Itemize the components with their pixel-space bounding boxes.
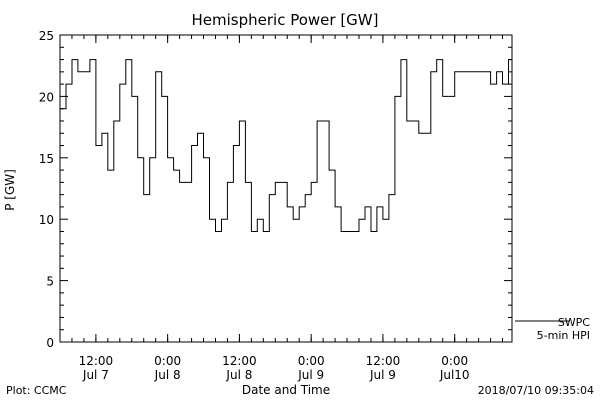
x-tick-label-date: Jul 8 [154,368,181,382]
y-axis-label: P [GW] [3,169,17,211]
x-tick-label-time: 0:00 [298,354,325,368]
hpi-series-line [60,59,512,232]
y-tick-label: 10 [39,213,54,227]
y-tick-label: 15 [39,152,54,166]
x-tick-label-time: 12:00 [222,354,257,368]
x-axis-label: Date and Time [242,383,330,397]
footer-timestamp: 2018/07/10 09:35:04 [478,384,594,397]
x-tick-label-date: Jul 8 [225,368,252,382]
plot-frame [59,34,513,343]
x-tick-label-time: 12:00 [366,354,401,368]
x-tick-label-time: 12:00 [79,354,114,368]
y-tick-label: 25 [39,29,54,43]
footer-credit: Plot: CCMC [6,384,67,397]
y-tick-label: 0 [46,336,54,350]
legend-label-swpc: SWPC [558,316,590,329]
y-tick-label: 5 [46,275,54,289]
y-tick-label: 20 [39,90,54,104]
x-tick-label-date: Jul 9 [369,368,396,382]
x-tick-label-time: 0:00 [154,354,181,368]
legend-label-hpi: 5-min HPI [537,329,590,342]
x-tick-label-date: Jul 7 [82,368,109,382]
plot-axes [59,34,513,343]
x-tick-label-date: Jul10 [439,368,470,382]
x-tick-label-date: Jul 9 [297,368,324,382]
chart-title: Hemispheric Power [GW] [192,11,379,29]
x-tick-label-time: 0:00 [441,354,468,368]
